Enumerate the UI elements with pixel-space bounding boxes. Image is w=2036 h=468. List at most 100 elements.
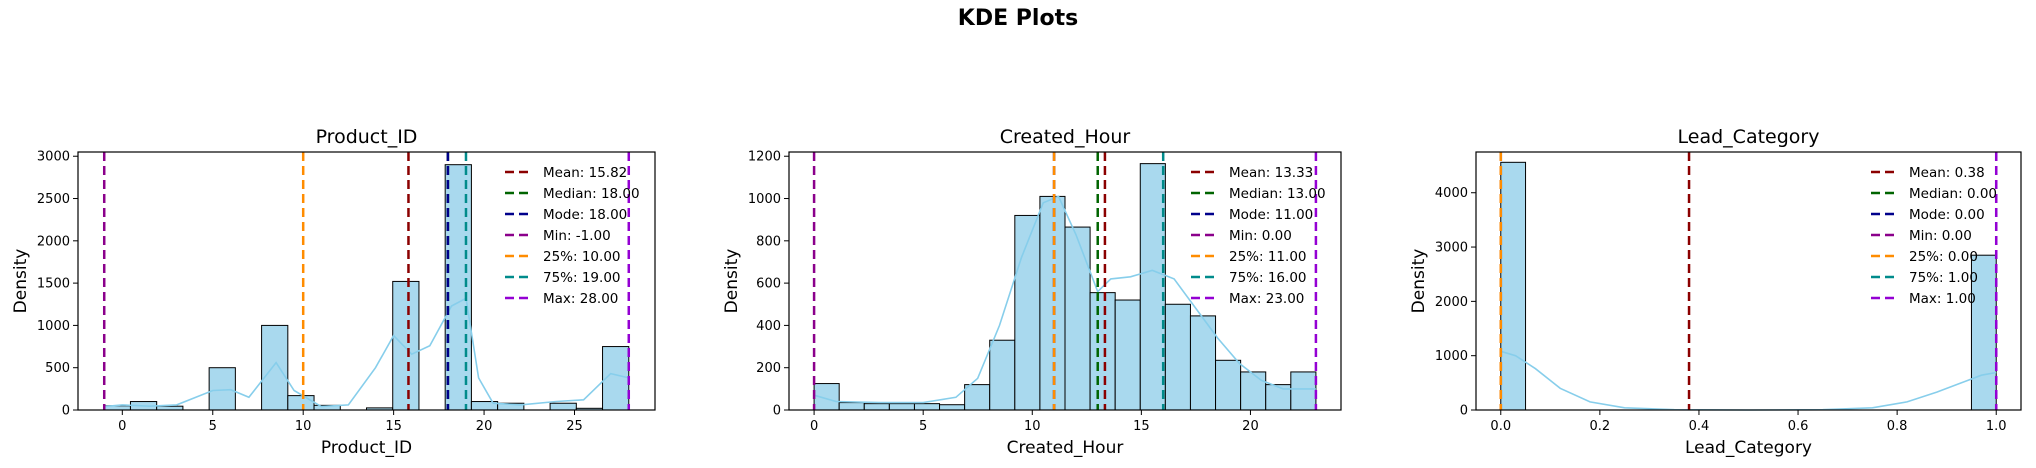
- legend-entry-min: Min: -1.00: [543, 228, 611, 244]
- legend-entry-max: Max: 23.00: [1229, 291, 1304, 307]
- legend-entry-mode: Mode: 18.00: [543, 207, 627, 223]
- axes-frame: [1475, 151, 2022, 411]
- legend-entry-p75: 75%: 1.00: [1909, 270, 1978, 286]
- y-axis-label: Density: [722, 249, 742, 314]
- y-axis-label: Density: [11, 249, 31, 314]
- histogram-bar: [1114, 299, 1141, 411]
- y-tick-label: 800: [756, 234, 781, 249]
- legend: Mean: 15.82 Median: 18.00 Mode: 18.00 Min: …: [505, 165, 640, 307]
- legend-entry-p25: 25%: 10.00: [543, 249, 621, 265]
- x-tick-label: 0.4: [1689, 419, 1710, 434]
- histogram-bar: [1139, 163, 1166, 411]
- panel-title: Lead_Category: [1678, 126, 1820, 148]
- y-axis-label: Density: [1409, 249, 1429, 314]
- x-tick-label: 5: [919, 419, 927, 434]
- y-tick-label: 400: [756, 319, 781, 334]
- legend-entry-median: Median: 18.00: [543, 186, 640, 202]
- y-tick-label: 1000: [37, 319, 70, 334]
- legend-entry-p25: 25%: 0.00: [1909, 249, 1978, 265]
- legend-entry-p75: 75%: 19.00: [543, 270, 621, 286]
- y-tick-label: 3000: [1435, 241, 1468, 256]
- histogram-bar: [888, 403, 915, 411]
- panel-title: Product_ID: [316, 126, 418, 148]
- legend-entry-mode: Mode: 11.00: [1229, 207, 1313, 223]
- y-tick-label: 500: [45, 361, 70, 376]
- kde-curve: [813, 195, 1316, 404]
- legend-entry-mean: Mean: 15.82: [543, 165, 627, 181]
- histogram-bar: [1215, 359, 1242, 411]
- y-tick-label: 0: [773, 404, 781, 419]
- histogram-bar: [964, 384, 991, 411]
- legend-entry-mode: Mode: 0.00: [1909, 207, 1985, 223]
- x-tick-label: 5: [209, 419, 217, 434]
- axes-frame: [77, 151, 656, 411]
- x-tick-label: 0.8: [1887, 419, 1908, 434]
- histogram-bar: [261, 324, 289, 411]
- x-tick-label: 0: [118, 419, 126, 434]
- legend: Mean: 0.38 Median: 0.00 Mode: 0.00 Min: 0.0…: [1871, 165, 1997, 307]
- y-tick-label: 4000: [1435, 186, 1468, 201]
- legend-entry-max: Max: 1.00: [1909, 291, 1976, 307]
- chart-panel-1: 0 5 10 15 20 25 0 500 1000 1500 2000 2500 3000 Produc…: [11, 126, 656, 458]
- legend-entry-mean: Mean: 0.38: [1909, 165, 1985, 181]
- y-tick-label: 1000: [748, 192, 781, 207]
- kde-curve: [1500, 350, 1997, 411]
- histogram-bar: [208, 367, 236, 411]
- histogram-bar: [913, 403, 941, 411]
- x-tick-label: 0.6: [1788, 419, 1809, 434]
- histogram-bar: [863, 403, 890, 411]
- x-tick-label: 0.0: [1490, 419, 1511, 434]
- histogram-bar: [989, 339, 1016, 411]
- legend-entry-p75: 75%: 16.00: [1229, 270, 1307, 286]
- x-axis-label: Created_Hour: [1007, 438, 1124, 458]
- chart-panel-2: 0 5 10 15 20020040060080010001200Created_Hou…: [722, 126, 1342, 458]
- histogram-bar: [1039, 195, 1066, 411]
- x-tick-label: 15: [385, 419, 402, 434]
- legend-entry-p25: 25%: 11.00: [1229, 249, 1307, 265]
- x-tick-label: 20: [476, 419, 493, 434]
- legend-entry-max: Max: 28.00: [543, 291, 618, 307]
- kde-curve: [104, 297, 629, 408]
- legend-entry-min: Min: 0.00: [1229, 228, 1292, 244]
- axes-frame: [788, 151, 1342, 411]
- x-tick-label: 20: [1242, 419, 1259, 434]
- legend-entry-mean: Mean: 13.33: [1229, 165, 1313, 181]
- y-tick-label: 3000: [37, 150, 70, 165]
- histogram-bar: [1089, 292, 1116, 411]
- y-tick-label: 1500: [37, 277, 70, 292]
- y-tick-label: 1200: [748, 150, 781, 165]
- y-tick-label: 2000: [1435, 295, 1468, 310]
- panel-title: Created_Hour: [1000, 126, 1131, 148]
- histogram-bar: [838, 402, 865, 411]
- x-tick-label: 1.0: [1986, 419, 2007, 434]
- x-tick-label: 25: [566, 419, 583, 434]
- histogram-bar: [939, 404, 966, 411]
- legend-entry-min: Min: 0.00: [1909, 228, 1972, 244]
- x-tick-label: 10: [1024, 419, 1041, 434]
- figure-title: KDE Plots: [957, 6, 1079, 31]
- x-tick-label: 0: [810, 419, 818, 434]
- y-tick-label: 2000: [37, 234, 70, 249]
- histogram-bar: [1970, 254, 1997, 411]
- y-tick-label: 600: [756, 277, 781, 292]
- x-tick-label: 10: [295, 419, 312, 434]
- y-tick-label: 200: [756, 361, 781, 376]
- histogram-bar: [1164, 303, 1191, 411]
- histogram-bar: [549, 402, 577, 411]
- x-tick-label: 15: [1133, 419, 1150, 434]
- histogram-bar: [1014, 214, 1041, 411]
- y-tick-label: 0: [62, 404, 70, 419]
- y-tick-label: 0: [1460, 404, 1468, 419]
- histogram-bar: [287, 395, 315, 411]
- legend-entry-median: Median: 13.00: [1229, 186, 1326, 202]
- histogram-bar: [1290, 371, 1317, 411]
- legend: Mean: 13.33 Median: 13.00 Mode: 11.00 Min: …: [1191, 165, 1326, 307]
- histogram-bar: [1240, 371, 1267, 411]
- histogram-bar: [1064, 226, 1091, 411]
- y-tick-label: 2500: [37, 192, 70, 207]
- x-tick-label: 0.2: [1590, 419, 1611, 434]
- histogram-bar: [1500, 161, 1527, 411]
- x-axis-label: Lead_Category: [1685, 438, 1812, 458]
- x-axis-label: Product_ID: [321, 438, 412, 458]
